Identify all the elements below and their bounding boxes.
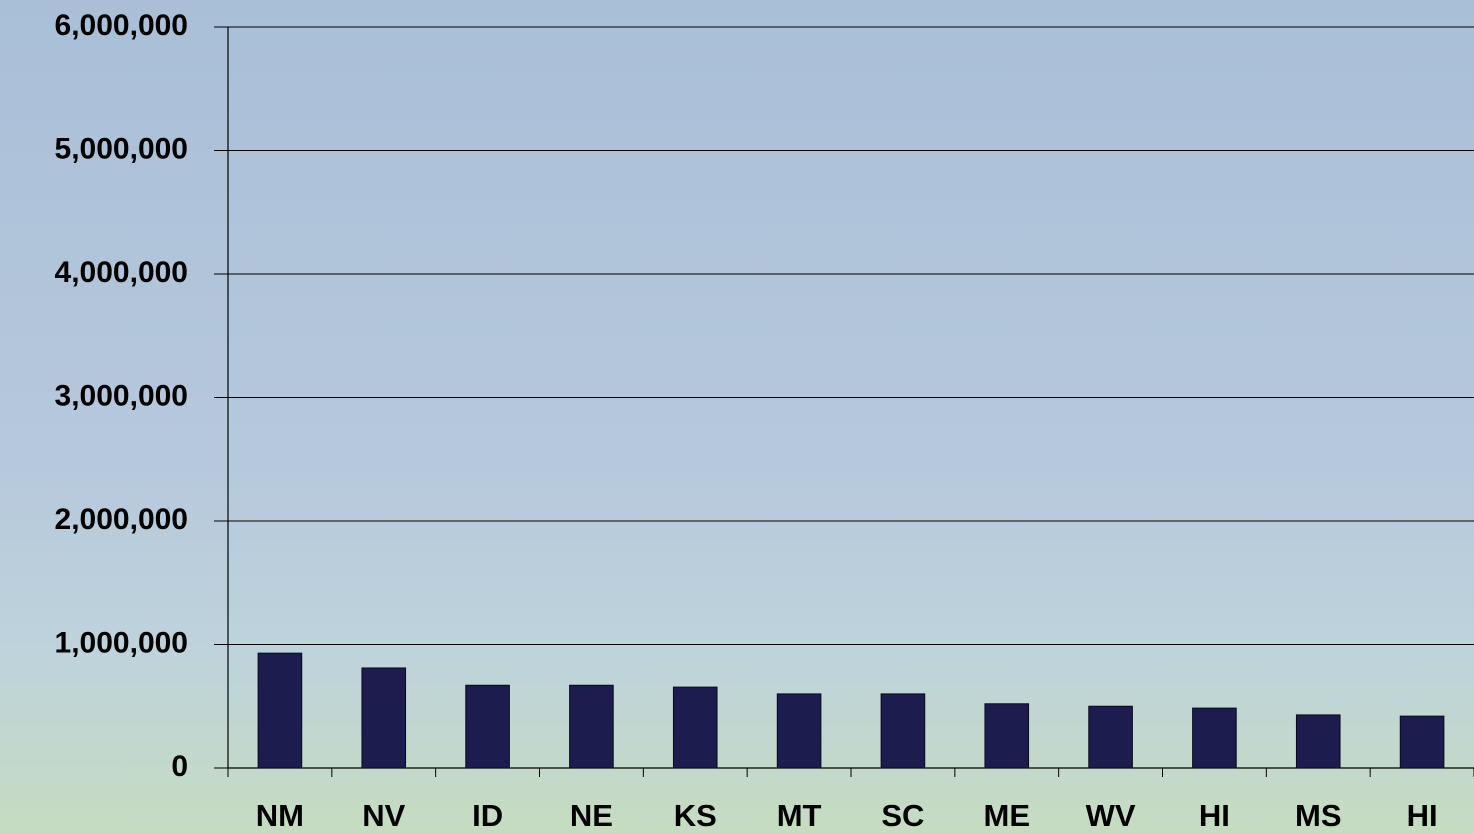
y-tick-label: 2,000,000 xyxy=(55,503,188,536)
bar xyxy=(465,684,510,769)
x-tick-label: ME xyxy=(984,798,1031,833)
bar xyxy=(984,703,1030,769)
bar xyxy=(672,686,718,769)
y-tick-label: 3,000,000 xyxy=(55,379,188,412)
x-tick-label: KS xyxy=(674,798,717,833)
bar xyxy=(1295,714,1341,769)
bar xyxy=(776,693,822,769)
y-tick-label: 0 xyxy=(171,750,188,783)
y-tick-label: 4,000,000 xyxy=(55,256,188,289)
bar xyxy=(257,652,303,769)
y-tick-label: 6,000,000 xyxy=(55,9,188,42)
x-tick-label: NE xyxy=(570,798,613,833)
y-tick-label: 5,000,000 xyxy=(55,132,188,165)
bar xyxy=(1088,705,1133,769)
x-tick-label: MS xyxy=(1295,798,1342,833)
y-tick-label: 1,000,000 xyxy=(55,626,188,659)
x-tick-label: ID xyxy=(472,798,503,833)
bar xyxy=(361,667,407,769)
x-tick-label: NM xyxy=(256,798,304,833)
x-tick-label: WV xyxy=(1086,798,1136,833)
bar xyxy=(569,684,614,769)
x-tick-label: HI xyxy=(1199,798,1230,833)
x-tick-label: MT xyxy=(777,798,822,833)
bar xyxy=(1399,715,1445,769)
bar xyxy=(880,693,926,769)
x-tick-label: HI xyxy=(1407,798,1438,833)
x-tick-label: SC xyxy=(881,798,924,833)
x-tick-label: NV xyxy=(362,798,405,833)
bar xyxy=(1192,707,1237,769)
